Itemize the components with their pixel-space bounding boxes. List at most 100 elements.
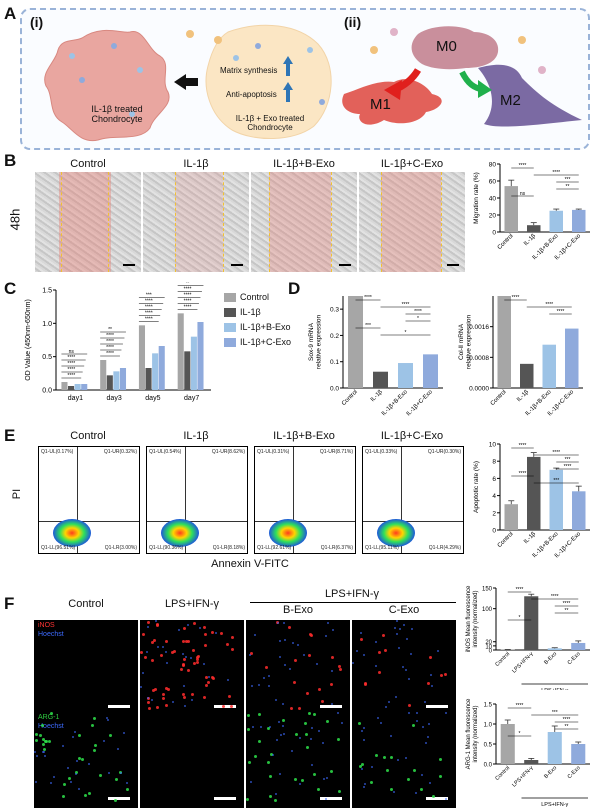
b-col-control: Control <box>70 158 106 170</box>
quadrant-label-ur: Q1-UR(0.30%) <box>427 449 461 455</box>
bar <box>138 325 146 390</box>
legend-swatch-il1b <box>224 308 236 317</box>
f-col-control: Control <box>68 598 104 610</box>
quadrant-label-ll: Q1-LL(96.51%) <box>41 545 76 551</box>
if-inos-control: iNOS Hoechst <box>34 620 138 716</box>
bar <box>423 354 438 388</box>
y-tick-label: 1.0 <box>484 723 493 729</box>
sig-label: **** <box>145 298 153 304</box>
y-tick-label: 1.5 <box>42 288 52 295</box>
bar <box>497 296 511 388</box>
x-tick-label: IL-1β <box>370 389 384 403</box>
bar <box>152 353 159 390</box>
panel-label-d: D <box>288 279 301 298</box>
f-col-b-exo: B-Exo <box>283 604 313 616</box>
y-tick-label: 0 <box>489 649 493 655</box>
matrix-synthesis-label: Matrix synthesis <box>220 66 278 75</box>
sig-label: * <box>417 316 419 322</box>
y-tick-label: 4 <box>492 493 496 500</box>
bar <box>549 210 563 232</box>
sig-label: **** <box>184 292 192 298</box>
legend-label-il1b: IL-1β <box>240 307 261 317</box>
b-col-c-exo: IL-1β+C-Exo <box>380 158 444 170</box>
anti-apoptosis-label: Anti-apoptosis <box>226 90 277 99</box>
sig-label: **** <box>519 163 527 169</box>
x-tick-label: LPS+IFN-γ <box>511 765 535 789</box>
panel-label-a: A <box>4 4 17 23</box>
stain-label-arg1: ARG-1 <box>38 714 60 721</box>
scratch-image-b-exo <box>251 172 357 272</box>
sig-label: **** <box>145 316 153 322</box>
y-tick-label: 40 <box>489 196 497 203</box>
stain-label-hoechst-2: Hoechst <box>38 723 64 730</box>
y-tick-label: 0.0000 <box>469 386 489 393</box>
sig-label: **** <box>551 594 559 600</box>
legend-swatch-control <box>224 293 236 302</box>
sig-label: **** <box>184 286 192 292</box>
bar <box>500 724 515 764</box>
x-tick-label: day1 <box>68 395 83 402</box>
y-tick-label: 0.0008 <box>469 355 489 362</box>
b-timepoint: 48h <box>7 208 23 231</box>
bar <box>61 382 68 390</box>
y-axis-label: intensity (normalized) <box>473 705 479 762</box>
x-tick-label: day5 <box>145 395 160 402</box>
quadrant-label-ll: Q1-LL(95.11%) <box>365 545 399 551</box>
stain-label-hoechst: Hoechst <box>38 631 64 638</box>
bar <box>106 375 113 390</box>
panel-label-e: E <box>4 426 16 445</box>
quadrant-label-ul: Q1-UL(0.33%) <box>365 449 398 455</box>
x-tick-label: Control <box>494 765 511 782</box>
quadrant-label-lr: Q1-LR(6.37%) <box>320 545 353 551</box>
y-tick-label: 0 <box>492 528 496 535</box>
sig-label: ** <box>565 724 569 730</box>
y-axis-label: OD Value (450nm-650nm) <box>25 299 32 381</box>
if-arg1-lps <box>140 712 244 808</box>
y-tick-label: 20 <box>485 640 492 646</box>
cell1-label: IL-1β treated Chondrocyte <box>91 104 143 124</box>
sig-label: **** <box>106 345 114 351</box>
sig-label: ** <box>566 184 570 190</box>
scratch-image-control <box>35 172 141 272</box>
bar <box>547 648 562 650</box>
sig-label: **** <box>67 361 75 367</box>
panel-a-schematic: (i) (ii) IL-1β treated Chondrocyte IL-1β… <box>20 8 590 150</box>
bar <box>177 313 184 390</box>
sig-label: *** <box>365 323 371 329</box>
legend-swatch-b-exo <box>224 323 236 332</box>
legend-label-b-exo: IL-1β+B-Exo <box>240 322 291 332</box>
bar <box>158 346 165 390</box>
sig-label: ** <box>108 327 112 333</box>
if-arg1-c-exo <box>352 712 456 808</box>
y-tick-label: 0.0 <box>330 386 339 393</box>
stain-label-inos: iNOS <box>38 622 55 629</box>
quadrant-label-ul: Q1-UL(0.31%) <box>257 449 290 455</box>
x-group-label: LPS+IFN-γ <box>541 688 568 690</box>
bar <box>119 368 127 390</box>
y-axis-label: ARG-1 Mean fluorescence <box>466 698 472 769</box>
x-tick-label: day3 <box>107 395 122 402</box>
sig-label: **** <box>402 302 410 308</box>
y-axis-label: relative expression <box>316 315 323 370</box>
bar <box>527 456 541 530</box>
m0-label: M0 <box>436 38 457 55</box>
x-tick-label: IL-1β <box>516 389 530 403</box>
panel-label-f: F <box>4 594 15 613</box>
bar <box>571 642 586 650</box>
if-arg1-control: ARG-1 Hoechst <box>34 712 138 808</box>
if-arg1-b-exo <box>246 712 350 808</box>
sig-label: * <box>405 330 407 336</box>
e-col-control: Control <box>70 430 106 442</box>
quadrant-label-ul: Q1-UL(0.17%) <box>41 449 74 455</box>
sig-label: **** <box>563 717 571 723</box>
quadrant-label-ul: Q1-UL(0.54%) <box>149 449 182 455</box>
x-tick-label: Control <box>497 233 515 251</box>
e-col-il1b: IL-1β <box>183 430 209 442</box>
chart-f-arg1: 0.0 0.5 1.0 1.5 ARG-1 Mean fluorescence inten… <box>466 698 590 808</box>
b-col-il1b: IL-1β <box>183 158 209 170</box>
y-tick-label: 100 <box>482 607 493 613</box>
sig-label: **** <box>414 309 422 315</box>
quadrant-label-lr: Q1-LR(3.00%) <box>104 545 137 551</box>
panel-label-c: C <box>4 279 17 298</box>
x-tick-label: C-Exo <box>567 651 582 666</box>
